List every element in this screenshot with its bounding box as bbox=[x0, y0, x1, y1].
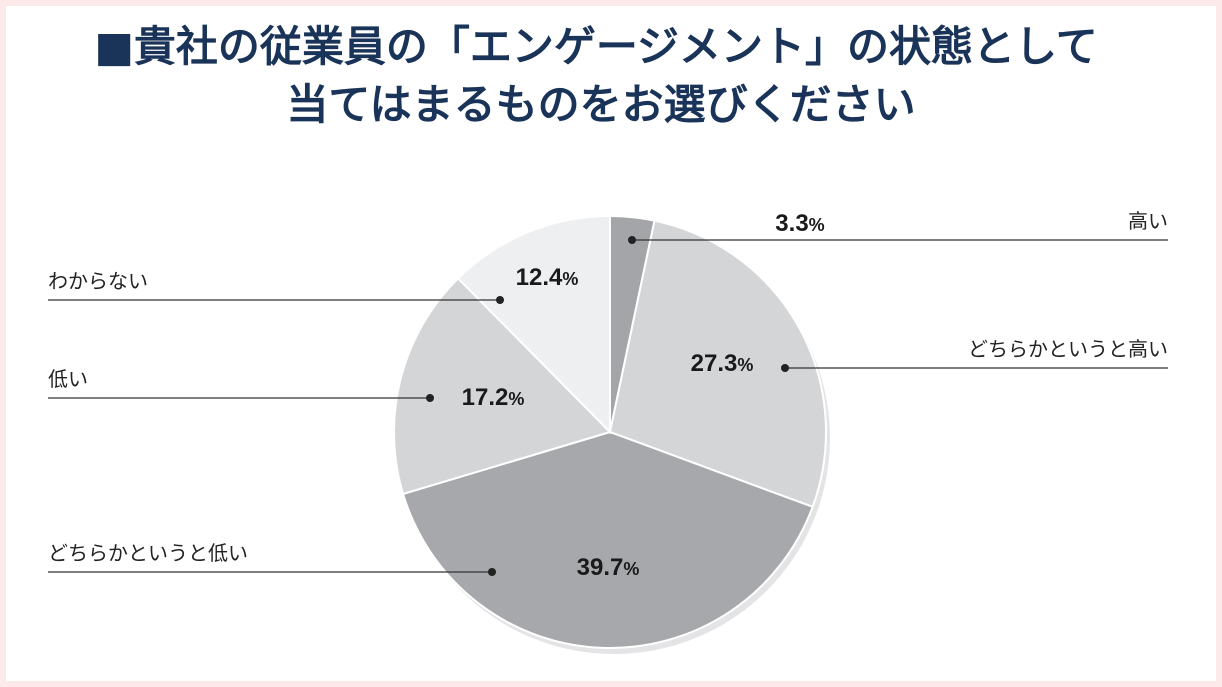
slice-category-label: わからない bbox=[48, 269, 148, 293]
chart-title: ■貴社の従業員の「エンゲージメント」の状態として 当てはまるものをお選びください bbox=[0, 18, 1222, 134]
slice-value-label: 17.2% bbox=[462, 384, 525, 411]
title-line-2: 当てはまるものをお選びください bbox=[286, 80, 916, 129]
pie-slice bbox=[401, 430, 814, 649]
slice-category-label: どちらかというと低い bbox=[48, 541, 248, 565]
leader-dot bbox=[781, 364, 789, 372]
leader-dot bbox=[496, 296, 504, 304]
title-marker-icon: ■ bbox=[94, 22, 134, 71]
leader-dot bbox=[628, 236, 636, 244]
slice-value-label: 3.3% bbox=[775, 210, 824, 237]
title-line-1: 貴社の従業員の「エンゲージメント」の状態として bbox=[133, 22, 1098, 71]
slice-category-label: 低い bbox=[48, 367, 88, 391]
slice-value-label: 12.4% bbox=[516, 264, 579, 291]
slice-value-label: 27.3% bbox=[691, 350, 754, 377]
slice-category-label: 高い bbox=[1128, 209, 1168, 233]
leader-dot bbox=[488, 568, 496, 576]
pie-slice bbox=[608, 219, 827, 509]
leader-dot bbox=[426, 394, 434, 402]
slice-value-label: 39.7% bbox=[577, 554, 640, 581]
slice-category-label: どちらかというと高い bbox=[968, 337, 1168, 361]
pie-slice bbox=[456, 214, 611, 435]
pie-slice bbox=[393, 277, 612, 496]
